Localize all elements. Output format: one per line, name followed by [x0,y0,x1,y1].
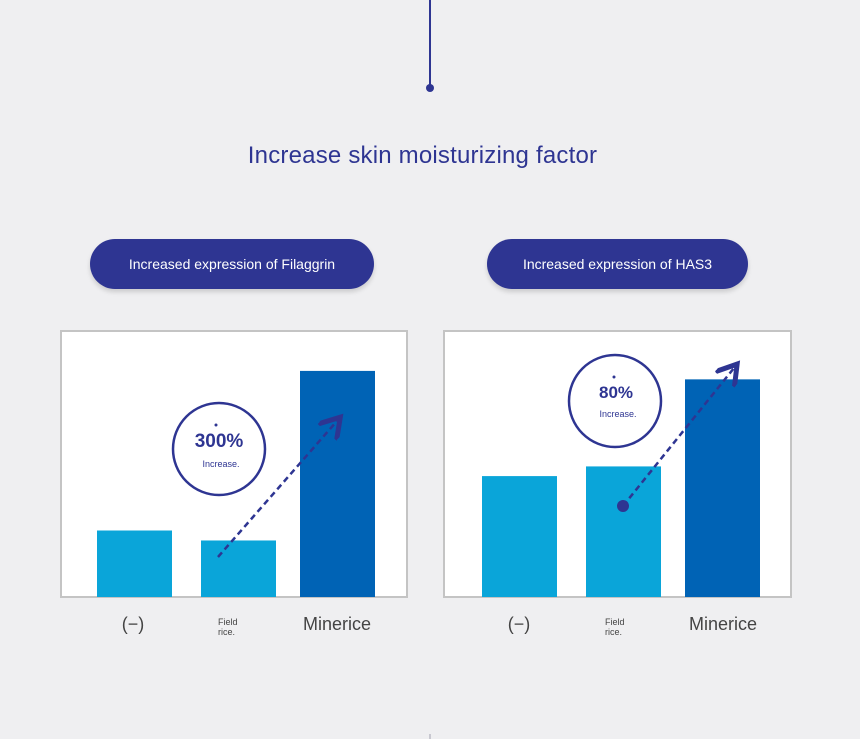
page-title: Increase skin moisturizing factor [247,142,598,169]
chart2-cat-field-rice-line1: Field [605,617,625,627]
chart1: 300% Increase. [60,330,408,598]
chart1-cat-field-rice: Field rice. [218,617,258,637]
chart2-annotation-dot [612,375,616,379]
chart2-cat-negative: (−) [507,614,531,634]
chart2-title-pill: Increased expression of HAS3 [487,239,748,289]
chart1-cat-field-rice-line1: Field [218,617,238,627]
chart2: 80% Increase. [443,330,792,598]
chart1-bar-minerice [300,370,375,597]
chart2-cat-field-rice-line2: rice. [605,627,623,637]
bottom-connector-tick [429,734,431,739]
chart1-annotation-value: 300% [195,431,244,452]
chart2-annotation-label: Increase. [599,409,636,419]
chart1-bar-negative [97,530,172,597]
chart2-trend-start-dot [617,500,629,512]
chart1-cat-minerice: Minerice [302,614,372,634]
chart1-title-pill: Increased expression of Filaggrin [90,239,374,289]
chart1-annotation-circle [171,401,267,497]
chart1-cat-negative: (−) [121,614,145,634]
chart2-annotation-value: 80% [599,383,633,402]
chart2-cat-field-rice: Field rice. [605,617,645,637]
chart2-annotation-circle [567,353,663,449]
chart2-bar-field-rice [586,466,661,597]
chart1-cat-field-rice-line2: rice. [218,627,236,637]
chart2-cat-minerice: Minerice [688,614,758,634]
chart2-bar-minerice [685,379,760,597]
chart1-annotation-label: Increase. [202,459,239,469]
chart1-bar-field-rice [201,540,276,597]
top-connector-line [429,0,431,86]
top-connector-dot [426,84,434,92]
chart1-trend-arrow [217,421,337,558]
chart2-bar-negative [482,476,557,597]
chart1-annotation-dot [214,423,218,427]
